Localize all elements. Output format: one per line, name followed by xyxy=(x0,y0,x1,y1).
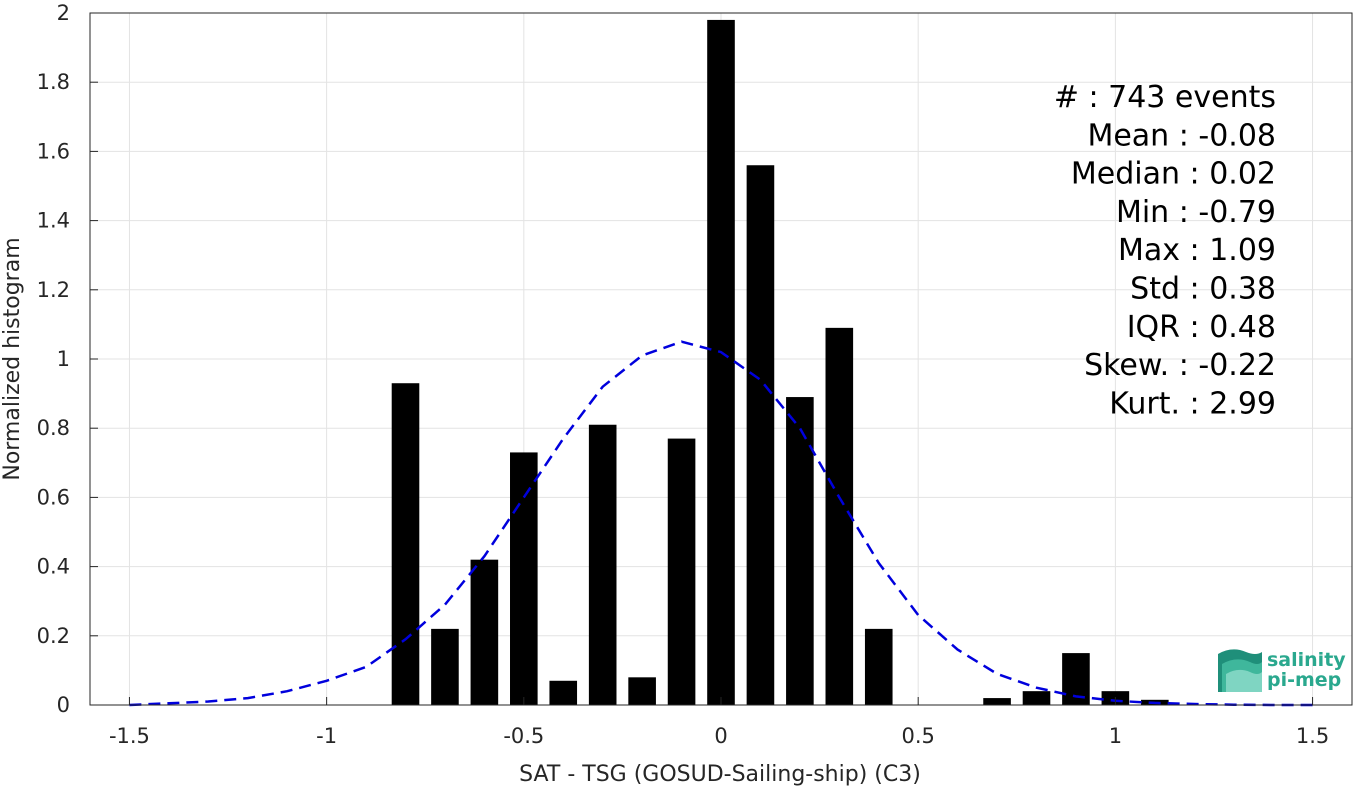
y-tick-label: 2 xyxy=(57,1,70,25)
stat-line: IQR : 0.48 xyxy=(1127,310,1276,345)
stat-line: Skew. : -0.22 xyxy=(1084,348,1276,383)
histogram-bar xyxy=(628,677,656,705)
stat-line: Std : 0.38 xyxy=(1130,272,1276,307)
y-tick-label: 1 xyxy=(57,347,70,371)
histogram-bar xyxy=(391,383,420,705)
histogram-bars xyxy=(391,19,1169,706)
histogram-bar xyxy=(707,19,735,706)
y-tick-label: 1.8 xyxy=(37,70,70,94)
y-tick-label: 0.2 xyxy=(37,624,70,648)
histogram-bar xyxy=(1022,691,1051,705)
x-tick-label: -1.5 xyxy=(109,724,150,748)
histogram-bar xyxy=(746,165,775,706)
logo-text-salinity: salinity xyxy=(1267,649,1346,671)
stat-line: Min : -0.79 xyxy=(1116,195,1276,230)
y-tick-label: 0.4 xyxy=(37,555,70,579)
histogram-bar xyxy=(588,424,617,705)
stat-line: Median : 0.02 xyxy=(1071,157,1276,192)
x-tick-label: 1.5 xyxy=(1296,724,1329,748)
y-tick-label: 1.6 xyxy=(37,139,70,163)
stat-line: Max : 1.09 xyxy=(1118,233,1276,268)
axis-ticks xyxy=(90,12,1314,706)
x-tick-label: 0 xyxy=(714,724,727,748)
histogram-bar xyxy=(549,680,578,705)
logo-text-pi-mep: pi-mep xyxy=(1267,669,1341,691)
x-tick-label: 0.5 xyxy=(901,724,934,748)
histogram-bar xyxy=(825,327,854,705)
salinity-pi-mep-logo: salinity pi-mep xyxy=(1218,649,1346,692)
histogram-bar xyxy=(667,438,696,705)
histogram-bar xyxy=(864,628,893,705)
histogram-bar xyxy=(983,698,1011,705)
y-axis-label: Normalized histogram xyxy=(0,237,25,480)
x-tick-labels: -1.5 -1 -0.5 0 0.5 1 1.5 xyxy=(109,724,1329,748)
wave-logo-icon xyxy=(1218,649,1262,692)
histogram-bar xyxy=(431,628,459,705)
histogram-bar xyxy=(786,397,814,705)
stat-line: # : 743 events xyxy=(1054,80,1276,115)
y-tick-label: 0.8 xyxy=(37,416,70,440)
x-tick-label: -0.5 xyxy=(503,724,544,748)
y-tick-label: 0.6 xyxy=(37,485,70,509)
y-tick-label: 0 xyxy=(57,693,70,717)
x-tick-label: 1 xyxy=(1109,724,1122,748)
y-tick-labels: 0 0.2 0.4 0.6 0.8 1 1.2 1.4 1.6 1.8 2 xyxy=(37,1,70,717)
x-tick-label: -1 xyxy=(316,724,337,748)
stat-line: Kurt. : 2.99 xyxy=(1109,386,1276,421)
histogram-bar xyxy=(470,559,499,705)
x-axis-label: SAT - TSG (GOSUD-Sailing-ship) (C3) xyxy=(519,762,921,787)
histogram-bar xyxy=(510,452,538,705)
y-tick-label: 1.4 xyxy=(37,209,70,233)
y-tick-label: 1.2 xyxy=(37,278,70,302)
stat-line: Mean : -0.08 xyxy=(1087,118,1276,153)
